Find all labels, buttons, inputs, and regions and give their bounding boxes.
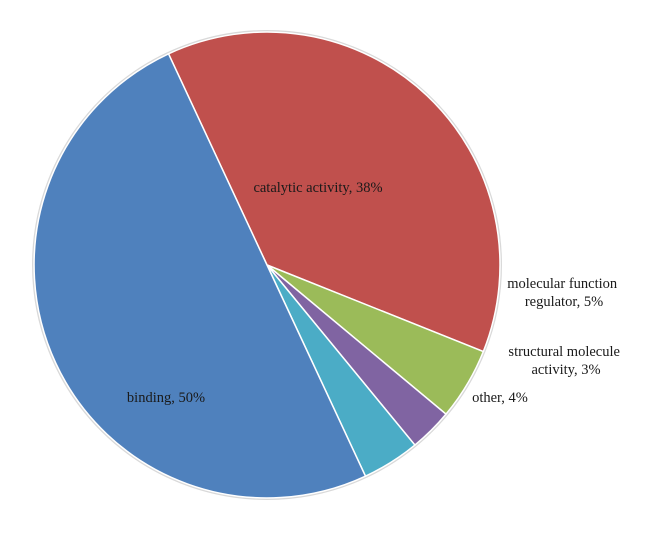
label-structural-molecule-activity-line2: activity, 3% bbox=[531, 362, 600, 378]
label-other: other, 4% bbox=[472, 390, 528, 406]
label-molecular-function-regulator-line2: regulator, 5% bbox=[525, 294, 603, 310]
slice-binding bbox=[33, 52, 367, 499]
slice-catalytic-activity bbox=[167, 31, 501, 353]
label-structural-molecule-activity: structural molecule activity, 3% bbox=[508, 344, 623, 378]
label-structural-molecule-activity-line1: structural molecule bbox=[508, 344, 620, 360]
label-binding: binding, 50% bbox=[127, 390, 205, 406]
label-catalytic-activity: catalytic activity, 38% bbox=[253, 180, 382, 196]
label-molecular-function-regulator: molecular function regulator, 5% bbox=[507, 276, 621, 310]
pie-slices bbox=[33, 31, 501, 499]
label-molecular-function-regulator-line1: molecular function bbox=[507, 276, 618, 292]
pie-outline bbox=[32, 30, 502, 500]
